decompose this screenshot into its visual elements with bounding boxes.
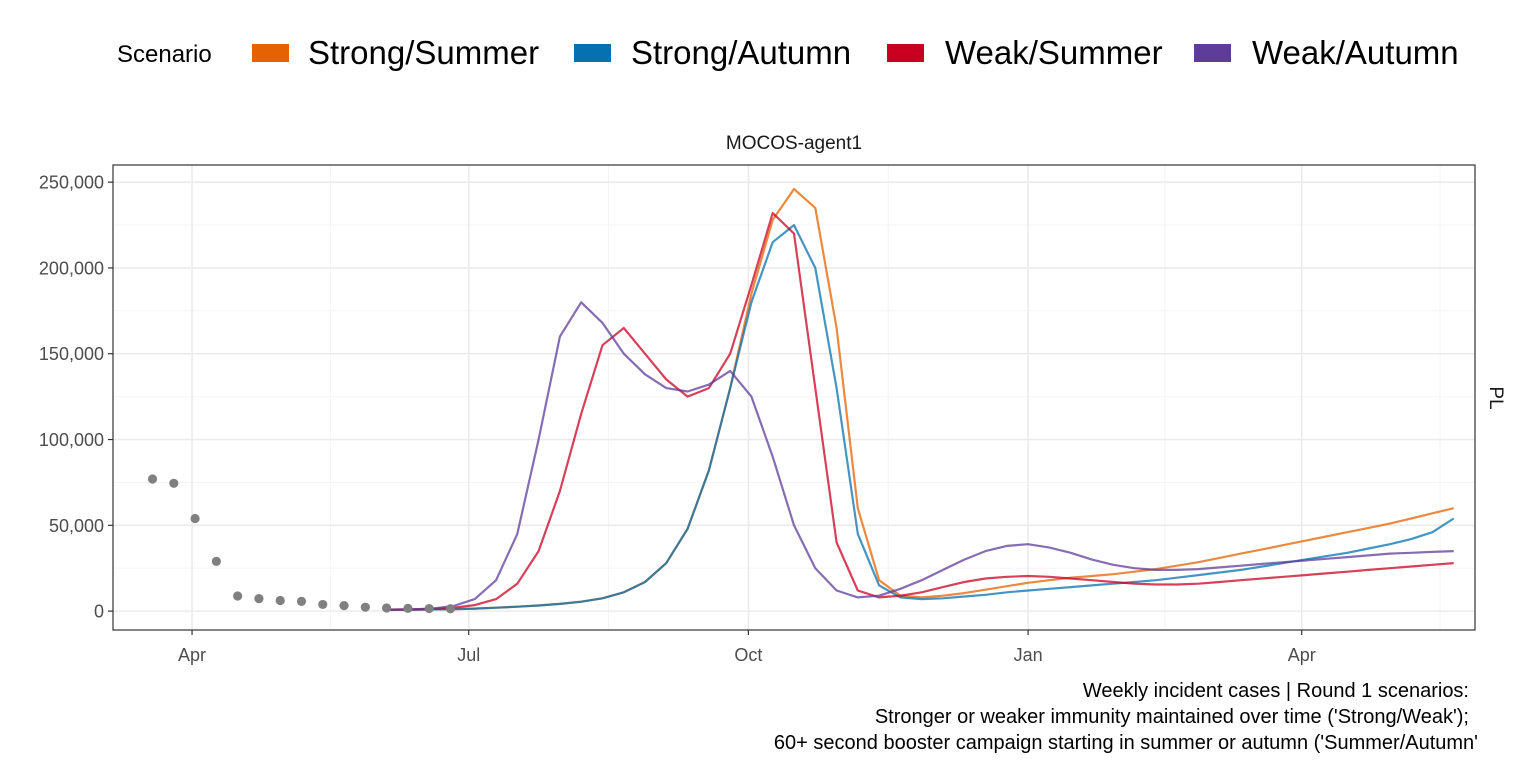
legend-swatch-weak-summer	[887, 44, 924, 62]
x-axis: Apr Jul Oct Jan Apr	[178, 630, 1316, 665]
y-tick-label: 150,000	[39, 344, 104, 364]
x-tick-label: Oct	[734, 645, 762, 665]
observed-point	[339, 601, 349, 611]
x-tick-label: Jan	[1014, 645, 1043, 665]
x-tick-label: Apr	[1288, 645, 1316, 665]
legend-label-weak-autumn: Weak/Autumn	[1252, 34, 1459, 71]
series-line-weak-autumn	[389, 301, 1454, 611]
y-tick-label: 200,000	[39, 258, 104, 278]
y-tick-label: 250,000	[39, 173, 104, 193]
facet-title: MOCOS-agent1	[726, 133, 862, 154]
observed-point	[254, 593, 264, 604]
legend-swatch-weak-autumn	[1194, 44, 1231, 62]
legend-swatch-strong-autumn	[574, 44, 611, 62]
caption-line-1: Weekly incident cases | Round 1 scenario…	[1083, 680, 1469, 702]
x-tick-label: Jul	[457, 645, 480, 665]
x-tick-label: Apr	[178, 645, 206, 665]
panel-border	[112, 164, 1476, 631]
observed-points	[147, 474, 456, 614]
series-line-weak-summer	[389, 211, 1454, 611]
y-tick-label: 0	[94, 602, 104, 622]
observed-point	[360, 602, 370, 612]
strip-right-label: PL	[1485, 386, 1506, 409]
legend: Scenario Strong/Summer Strong/Autumn Wea…	[117, 34, 1459, 71]
observed-point	[424, 603, 434, 614]
legend-swatch-strong-summer	[252, 44, 289, 62]
observed-point	[403, 603, 413, 613]
observed-point	[296, 596, 307, 606]
y-tick-label: 100,000	[39, 430, 104, 450]
grid-major	[113, 165, 1475, 630]
y-axis: 0 50,000 100,000 150,000 200,000 250,000	[39, 173, 113, 622]
observed-point	[169, 478, 179, 488]
observed-point	[211, 556, 221, 566]
observed-point	[445, 604, 456, 614]
series-line-strong-autumn	[389, 224, 1455, 611]
observed-point	[190, 513, 200, 524]
series-layer	[389, 187, 1455, 611]
observed-point	[318, 599, 328, 610]
observed-point	[382, 603, 392, 613]
y-tick-label: 50,000	[49, 516, 104, 536]
legend-title: Scenario	[117, 41, 212, 68]
legend-label-strong-summer: Strong/Summer	[308, 34, 539, 71]
legend-label-strong-autumn: Strong/Autumn	[631, 34, 851, 71]
observed-point	[275, 595, 285, 606]
caption-line-2: Stronger or weaker immunity maintained o…	[875, 706, 1469, 728]
observed-point	[233, 591, 243, 601]
observed-point	[147, 474, 158, 484]
caption-line-3: 60+ second booster campaign starting in …	[774, 732, 1478, 754]
legend-label-weak-summer: Weak/Summer	[945, 34, 1163, 71]
